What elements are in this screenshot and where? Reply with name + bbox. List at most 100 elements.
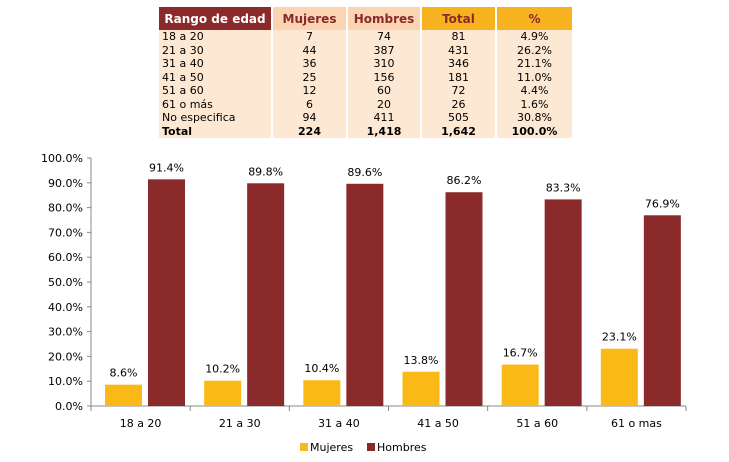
data-label: 89.6% bbox=[347, 166, 382, 179]
table-row: 61 o más 6 20 26 1.6% bbox=[159, 97, 572, 111]
y-tick-label: 0.0% bbox=[55, 400, 83, 413]
table-row: 41 a 50 25 156 181 11.0% bbox=[159, 70, 572, 84]
table-cell: 51 a 60 bbox=[159, 84, 272, 98]
y-tick-label: 60.0% bbox=[48, 251, 83, 264]
data-label: 91.4% bbox=[149, 161, 184, 174]
table-cell: 30.8% bbox=[495, 111, 572, 125]
table-cell: 21 a 30 bbox=[159, 43, 272, 57]
x-tick-label: 51 a 60 bbox=[516, 417, 558, 430]
table-cell: 1,418 bbox=[346, 124, 421, 138]
y-tick-label: 90.0% bbox=[48, 177, 83, 190]
table-cell: 60 bbox=[346, 84, 421, 98]
header-percent: % bbox=[495, 7, 572, 30]
legend-swatch-hombres bbox=[367, 443, 375, 451]
data-label: 86.2% bbox=[447, 174, 482, 187]
table-row: No especifica 94 411 505 30.8% bbox=[159, 111, 572, 125]
y-tick-label: 40.0% bbox=[48, 301, 83, 314]
bar-mujeres bbox=[204, 380, 242, 406]
table-cell: 18 a 20 bbox=[159, 30, 272, 44]
y-tick-label: 80.0% bbox=[48, 202, 83, 215]
table-cell: 387 bbox=[346, 43, 421, 57]
legend-label: Mujeres bbox=[310, 441, 353, 454]
bar-mujeres bbox=[600, 348, 638, 406]
table-row: 21 a 30 44 387 431 26.2% bbox=[159, 43, 572, 57]
table-cell: Total bbox=[159, 124, 272, 138]
table-header-row: Rango de edad Mujeres Hombres Total % bbox=[159, 7, 572, 30]
table-cell: 156 bbox=[346, 70, 421, 84]
table-cell: 310 bbox=[346, 57, 421, 71]
table-cell: 181 bbox=[420, 70, 496, 84]
table-cell: 36 bbox=[271, 57, 347, 71]
bar-hombres bbox=[544, 199, 582, 406]
table-cell: 72 bbox=[420, 84, 496, 98]
table-cell: 21.1% bbox=[495, 57, 572, 71]
data-label: 83.3% bbox=[546, 181, 581, 194]
table-cell: 4.9% bbox=[495, 30, 572, 44]
y-tick-label: 70.0% bbox=[48, 226, 83, 239]
table-cell: 44 bbox=[271, 43, 347, 57]
table-cell: 4.4% bbox=[495, 84, 572, 98]
header-women: Mujeres bbox=[271, 7, 347, 30]
x-tick-label: 31 a 40 bbox=[318, 417, 360, 430]
header-total: Total bbox=[420, 7, 496, 30]
bar-hombres bbox=[643, 215, 681, 406]
table-cell: 1,642 bbox=[420, 124, 496, 138]
table-cell: 11.0% bbox=[495, 70, 572, 84]
bar-hombres bbox=[247, 183, 285, 406]
table-cell: 431 bbox=[420, 43, 496, 57]
bar-mujeres bbox=[105, 384, 142, 406]
data-label: 8.6% bbox=[110, 367, 138, 380]
table-cell: 25 bbox=[271, 70, 347, 84]
y-tick-label: 10.0% bbox=[48, 375, 83, 388]
table-cell: 505 bbox=[420, 111, 496, 125]
legend-swatch-mujeres bbox=[300, 443, 308, 451]
table-cell: 81 bbox=[420, 30, 496, 44]
bar-mujeres bbox=[402, 371, 440, 406]
y-tick-label: 30.0% bbox=[48, 326, 83, 339]
table-row: 51 a 60 12 60 72 4.4% bbox=[159, 84, 572, 98]
x-tick-label: 61 o mas bbox=[611, 417, 662, 430]
header-men: Hombres bbox=[346, 7, 421, 30]
table-cell: No especifica bbox=[159, 111, 272, 125]
table-cell: 411 bbox=[346, 111, 421, 125]
table-cell: 20 bbox=[346, 97, 421, 111]
table-cell: 31 a 40 bbox=[159, 57, 272, 71]
table-cell: 346 bbox=[420, 57, 496, 71]
data-label: 76.9% bbox=[645, 197, 680, 210]
bar-mujeres bbox=[501, 364, 539, 406]
x-tick-label: 18 a 20 bbox=[120, 417, 162, 430]
y-tick-label: 20.0% bbox=[48, 350, 83, 363]
legend-label: Hombres bbox=[377, 441, 427, 454]
table-cell: 100.0% bbox=[495, 124, 572, 138]
data-label: 13.8% bbox=[404, 354, 439, 367]
x-tick-label: 21 a 30 bbox=[219, 417, 261, 430]
table-cell: 26 bbox=[420, 97, 496, 111]
table-cell: 1.6% bbox=[495, 97, 572, 111]
y-tick-label: 50.0% bbox=[48, 276, 83, 289]
bar-hombres bbox=[148, 179, 185, 406]
data-label: 10.4% bbox=[304, 362, 339, 375]
y-tick-label: 100.0% bbox=[41, 152, 83, 165]
age-range-table: Rango de edad Mujeres Hombres Total % 18… bbox=[159, 7, 572, 138]
table-cell: 6 bbox=[271, 97, 347, 111]
data-label: 16.7% bbox=[503, 347, 538, 360]
table-row: 18 a 20 7 74 81 4.9% bbox=[159, 30, 572, 44]
table-cell: 41 a 50 bbox=[159, 70, 272, 84]
data-label: 10.2% bbox=[205, 363, 240, 376]
table-cell: 94 bbox=[271, 111, 347, 125]
table-cell: 224 bbox=[271, 124, 347, 138]
table-row: 31 a 40 36 310 346 21.1% bbox=[159, 57, 572, 71]
x-tick-label: 41 a 50 bbox=[417, 417, 459, 430]
table-cell: 12 bbox=[271, 84, 347, 98]
header-age-range: Rango de edad bbox=[159, 7, 272, 30]
bar-mujeres bbox=[303, 380, 341, 406]
bar-hombres bbox=[445, 192, 483, 406]
table-cell: 26.2% bbox=[495, 43, 572, 57]
table-cell: 74 bbox=[346, 30, 421, 44]
table-total-row: Total 224 1,418 1,642 100.0% bbox=[159, 124, 572, 138]
table-cell: 7 bbox=[271, 30, 347, 44]
bar-hombres bbox=[346, 183, 384, 406]
table-cell: 61 o más bbox=[159, 97, 272, 111]
